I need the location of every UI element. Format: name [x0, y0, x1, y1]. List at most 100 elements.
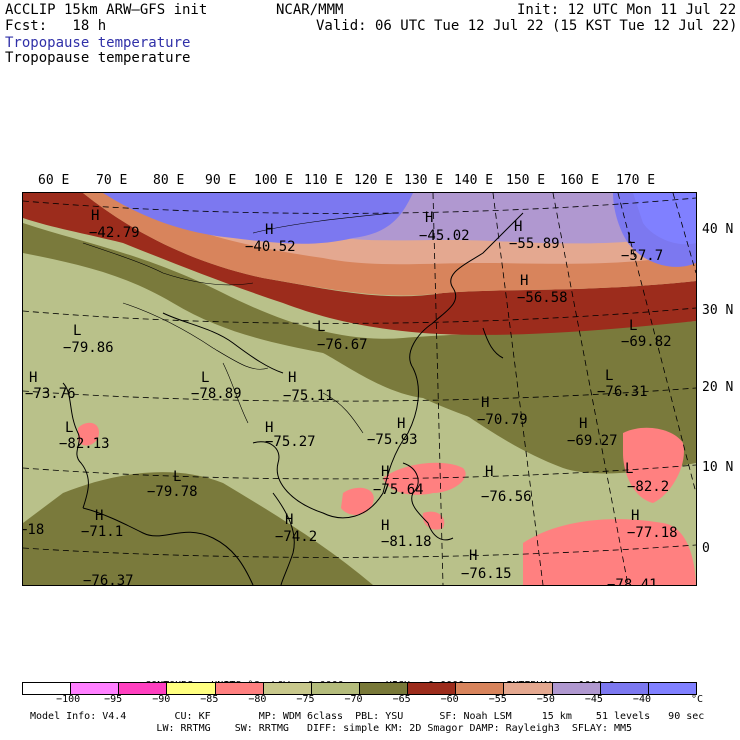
lat-label: 20 N [702, 380, 734, 395]
legend-tick-label: −45 [584, 694, 603, 705]
map-label: H [481, 395, 490, 411]
map-label: L [629, 318, 638, 334]
map-label: −78.41 [607, 577, 658, 586]
lat-label: 0 [702, 541, 710, 556]
map-label: −76.56 [481, 489, 532, 505]
lon-label: 100 E [254, 173, 294, 188]
map-label: −81.18 [381, 534, 432, 550]
map-label: H [485, 464, 494, 480]
legend-swatch [359, 683, 409, 694]
header-init-time: Init: 12 UTC Mon 11 Jul 22 [517, 2, 737, 18]
map-label: −76.67 [317, 337, 368, 353]
map-label: −18 [23, 522, 45, 538]
map-label: −70.79 [477, 412, 528, 428]
footer-physics-info: LW: RRTMG SW: RRTMG DIFF: simple KM: 2D … [30, 723, 633, 734]
map-label: H [95, 508, 104, 524]
legend-tick-label: −40 [632, 694, 651, 705]
band-minus-65-70 [23, 193, 696, 335]
map-label: L [201, 370, 210, 386]
legend-swatch [23, 683, 72, 694]
borders [82, 212, 394, 434]
map-label: −79.86 [63, 340, 114, 356]
legend-swatch [119, 683, 168, 694]
map-label: H [631, 508, 640, 524]
legend-tick-label: −100 [56, 694, 81, 705]
map-label: −40.52 [245, 239, 296, 255]
legend-tick-label: −60 [440, 694, 459, 705]
legend-swatch [552, 683, 601, 694]
legend-swatch [311, 683, 360, 694]
legend-tick-label: −65 [392, 694, 411, 705]
map-label: −76.37 [83, 573, 134, 586]
map-label: H [91, 208, 100, 224]
color-legend-bar [22, 682, 697, 695]
map-label: L [605, 368, 614, 384]
map-label: −75.93 [367, 432, 418, 448]
legend-swatch [215, 683, 264, 694]
map-label: −45.02 [419, 228, 470, 244]
map-label: −75.27 [265, 434, 316, 450]
map-label: H [397, 416, 406, 432]
coastlines [62, 212, 524, 585]
map-label: −76.15 [461, 566, 512, 582]
map-label: −42.79 [89, 225, 140, 241]
map-label: H [381, 518, 390, 534]
map-label: H [265, 222, 274, 238]
map-label: −55.89 [509, 236, 560, 252]
header-forecast-hour: Fcst: 18 h [5, 18, 107, 34]
map-label: −78.89 [191, 386, 242, 402]
header-model-title: ACCLIP 15km ARW–GFS init [5, 2, 208, 18]
legend-swatch [408, 683, 457, 694]
lon-label: 120 E [354, 173, 394, 188]
lat-label: 30 N [702, 303, 734, 318]
map-label: −75.64 [373, 482, 424, 498]
map-label: −56.58 [517, 290, 568, 306]
header-valid-time: Valid: 06 UTC Tue 12 Jul 22 (15 KST Tue … [316, 18, 738, 34]
map-label: −71.1 [81, 524, 124, 540]
map-panel[interactable]: H −42.79 H −40.52 H −45.02 H −55.89 L −5… [22, 192, 697, 586]
map-label: H [514, 219, 523, 235]
graticule [23, 193, 696, 585]
lat-label: 10 N [702, 460, 734, 475]
map-label: −79.78 [147, 484, 198, 500]
map-label: H [425, 210, 434, 226]
tropopause-temperature-field [23, 193, 696, 585]
map-label: −69.27 [567, 433, 618, 449]
footer-model-info: Model Info: V4.4 CU: KF MP: WDM 6class P… [30, 711, 705, 722]
map-label: −73.76 [25, 386, 76, 402]
legend-tick-label: −80 [248, 694, 267, 705]
band-minus-40-50-west [103, 193, 413, 244]
legend-tick-label: °C [691, 694, 704, 705]
map-label: L [65, 420, 74, 436]
lon-label: 70 E [96, 173, 128, 188]
lon-label: 170 E [616, 173, 656, 188]
map-label: H [469, 548, 478, 564]
map-label: −76.31 [597, 384, 648, 400]
legend-swatch [263, 683, 312, 694]
map-label: −82.2 [627, 479, 670, 495]
map-label: H [381, 464, 390, 480]
lon-label: 160 E [560, 173, 600, 188]
map-label: −57.7 [621, 248, 664, 264]
map-label: −69.82 [621, 334, 672, 350]
map-label: −82.13 [59, 436, 110, 452]
map-label: L [625, 461, 634, 477]
map-label: L [317, 319, 326, 335]
legend-tick-label: −70 [344, 694, 363, 705]
lon-label: 90 E [205, 173, 237, 188]
map-label: H [265, 420, 274, 436]
legend-tick-label: −90 [152, 694, 171, 705]
legend-swatch [504, 683, 553, 694]
header-org: NCAR/MMM [276, 2, 344, 18]
map-label: H [520, 273, 529, 289]
lon-label: 60 E [38, 173, 70, 188]
legend-swatch [456, 683, 505, 694]
subtitle-filled-field: Tropopause temperature [5, 35, 191, 51]
map-label: L [173, 469, 182, 485]
lon-label: 140 E [454, 173, 494, 188]
map-label: L [73, 323, 82, 339]
legend-tick-label: −95 [104, 694, 123, 705]
band-minus-40-east-core [633, 193, 696, 245]
legend-swatch [167, 683, 216, 694]
map-label: −77.18 [627, 525, 678, 541]
